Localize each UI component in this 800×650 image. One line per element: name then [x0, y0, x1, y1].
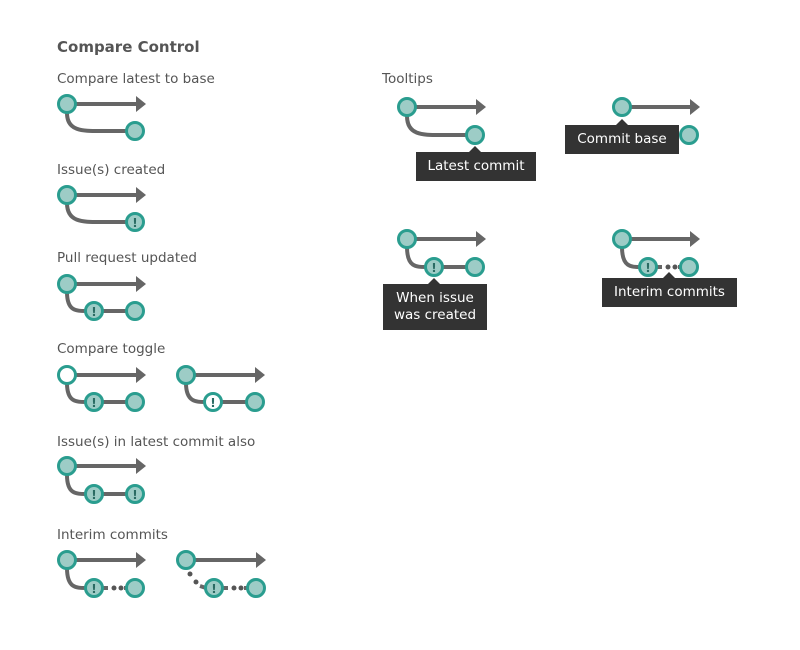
svg-text:!: !: [132, 216, 137, 230]
section-label-issues-latest-also: Issue(s) in latest commit also: [57, 434, 256, 450]
svg-text:!: !: [91, 582, 96, 596]
section-label-compare-latest: Compare latest to base: [57, 71, 215, 87]
section-label-issues-created: Issue(s) created: [57, 162, 166, 178]
svg-text:!: !: [211, 582, 216, 596]
page-title: Compare Control: [57, 38, 200, 56]
tooltips-heading: Tooltips: [382, 71, 433, 87]
svg-text:!: !: [91, 396, 96, 410]
svg-text:!: !: [431, 261, 436, 275]
tooltip-commit-base: Commit base: [565, 125, 679, 154]
svg-text:!: !: [91, 488, 96, 502]
tooltip-interim-commits: Interim commits: [602, 278, 737, 307]
tooltip-interim-commits-text: Interim commits: [614, 284, 725, 300]
svg-text:!: !: [210, 396, 215, 410]
tooltip-commit-base-text: Commit base: [577, 131, 667, 147]
tooltip-latest-commit: Latest commit: [416, 152, 536, 181]
section-label-compare-toggle: Compare toggle: [57, 341, 166, 357]
svg-text:!: !: [645, 261, 650, 275]
section-label-pr-updated: Pull request updated: [57, 250, 197, 266]
tooltip-latest-commit-text: Latest commit: [427, 158, 525, 174]
tooltip-when-issue-created: When issue was created: [383, 284, 487, 330]
section-label-interim-commits: Interim commits: [57, 527, 168, 543]
svg-text:!: !: [132, 488, 137, 502]
tooltip-when-issue-line2: was created: [393, 307, 477, 323]
svg-text:!: !: [91, 305, 96, 319]
tooltip-when-issue-line1: When issue: [396, 290, 474, 306]
